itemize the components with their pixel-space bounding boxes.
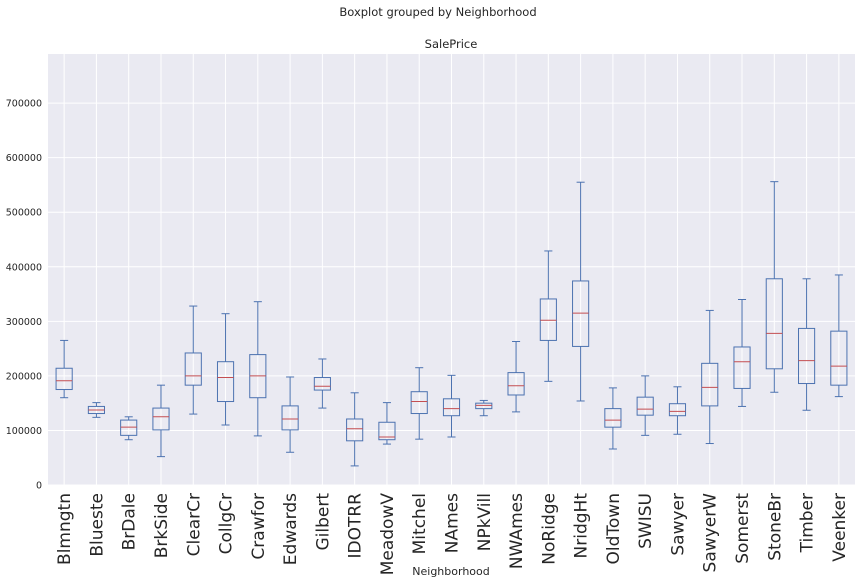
x-tick-label: Mitchel	[410, 493, 430, 554]
x-tick-label: BrDale	[120, 493, 140, 550]
iqr-box	[798, 327, 816, 385]
x-tick-label: Blueste	[87, 493, 107, 557]
box-IDOTRR	[346, 392, 364, 467]
box-Gilbert	[313, 358, 331, 409]
y-tick-label: 100000	[6, 426, 42, 437]
iqr-box	[442, 398, 461, 417]
x-tick-label: OldTown	[604, 493, 624, 564]
box-Timber	[798, 278, 816, 411]
y-tick-label: 0	[36, 481, 42, 492]
iqr-box	[636, 396, 654, 416]
box-Somerst	[733, 299, 751, 407]
iqr-box	[507, 372, 525, 396]
box-ClearCr	[184, 305, 202, 415]
iqr-box	[539, 298, 557, 341]
iqr-box	[55, 367, 73, 391]
x-tick-label: SWISU	[636, 493, 656, 549]
y-tick-label: 600000	[6, 153, 42, 164]
box-Sawyer	[668, 386, 687, 435]
box-SWISU	[636, 375, 654, 436]
box-Blmngtn	[55, 339, 73, 399]
iqr-box	[152, 407, 170, 431]
x-tick-label: CollgCr	[217, 493, 237, 554]
x-tick-label: ClearCr	[184, 493, 204, 556]
iqr-box	[346, 418, 364, 442]
x-tick-label: Blmngtn	[55, 493, 75, 565]
iqr-box	[216, 361, 235, 403]
box-SawyerW	[701, 309, 719, 445]
x-tick-label: IDOTRR	[346, 493, 366, 559]
box-NWAmes	[507, 341, 525, 413]
x-tick-label: Crawfor	[249, 493, 269, 560]
box-NAmes	[442, 374, 461, 438]
x-tick-label: MeadowV	[378, 493, 398, 576]
x-tick-label: Gilbert	[313, 493, 333, 551]
x-tick-label: NridgHt	[572, 493, 592, 559]
x-tick-label: Somerst	[733, 493, 753, 564]
iqr-box	[410, 391, 428, 415]
x-tick-label: Timber	[798, 493, 818, 553]
box-Crawfor	[249, 301, 267, 437]
box-NoRidge	[539, 250, 557, 382]
iqr-box	[281, 405, 299, 431]
box-StoneBr	[765, 181, 783, 393]
x-tick-label: NPkVill	[475, 493, 495, 551]
box-CollgCr	[216, 313, 235, 426]
chart-title: SalePrice	[425, 37, 478, 51]
y-tick-label: 300000	[6, 317, 42, 328]
x-tick-label: Sawyer	[668, 493, 688, 556]
iqr-box	[668, 403, 687, 417]
box-Veenker	[830, 274, 848, 398]
y-tick-label: 700000	[6, 99, 42, 110]
iqr-box	[701, 362, 719, 407]
iqr-box	[120, 419, 138, 436]
chart-suptitle: Boxplot grouped by Neighborhood	[339, 5, 536, 19]
box-BrkSide	[152, 384, 170, 458]
x-tick-label: NWAmes	[507, 493, 527, 569]
y-tick-label: 200000	[6, 371, 42, 382]
y-axis-ticks: 0 100000 200000 300000 400000 500000 600000 700…	[6, 99, 42, 492]
box-series	[55, 181, 848, 467]
box-BrDale	[120, 416, 138, 441]
iqr-box	[378, 421, 396, 441]
box-Edwards	[281, 376, 299, 453]
iqr-box	[184, 352, 202, 386]
iqr-box	[830, 330, 848, 386]
x-tick-label: NAmes	[443, 493, 463, 553]
x-tick-label: BrkSide	[152, 493, 172, 558]
iqr-box	[572, 280, 590, 347]
box-MeadowV	[378, 402, 396, 445]
x-tick-label: SawyerW	[701, 493, 721, 573]
box-Blueste	[87, 402, 105, 418]
x-axis-label: Neighborhood	[412, 565, 489, 578]
x-tick-label: NoRidge	[539, 493, 559, 565]
x-tick-label: Veenker	[830, 493, 850, 562]
iqr-box	[733, 346, 751, 389]
y-tick-label: 400000	[6, 262, 42, 273]
iqr-box	[765, 278, 783, 370]
x-tick-label: Edwards	[281, 493, 301, 565]
iqr-box	[475, 402, 493, 410]
box-Mitchel	[410, 367, 428, 440]
x-axis-ticks: Blmngtn Blueste BrDale BrkSide ClearCr CollgC…	[55, 493, 850, 576]
x-tick-label: StoneBr	[765, 493, 785, 561]
iqr-box	[604, 408, 622, 428]
box-NridgHt	[572, 181, 590, 402]
box-NPkVill	[475, 399, 493, 417]
y-tick-label: 500000	[6, 208, 42, 219]
box-OldTown	[604, 387, 622, 450]
iqr-box	[313, 377, 331, 391]
